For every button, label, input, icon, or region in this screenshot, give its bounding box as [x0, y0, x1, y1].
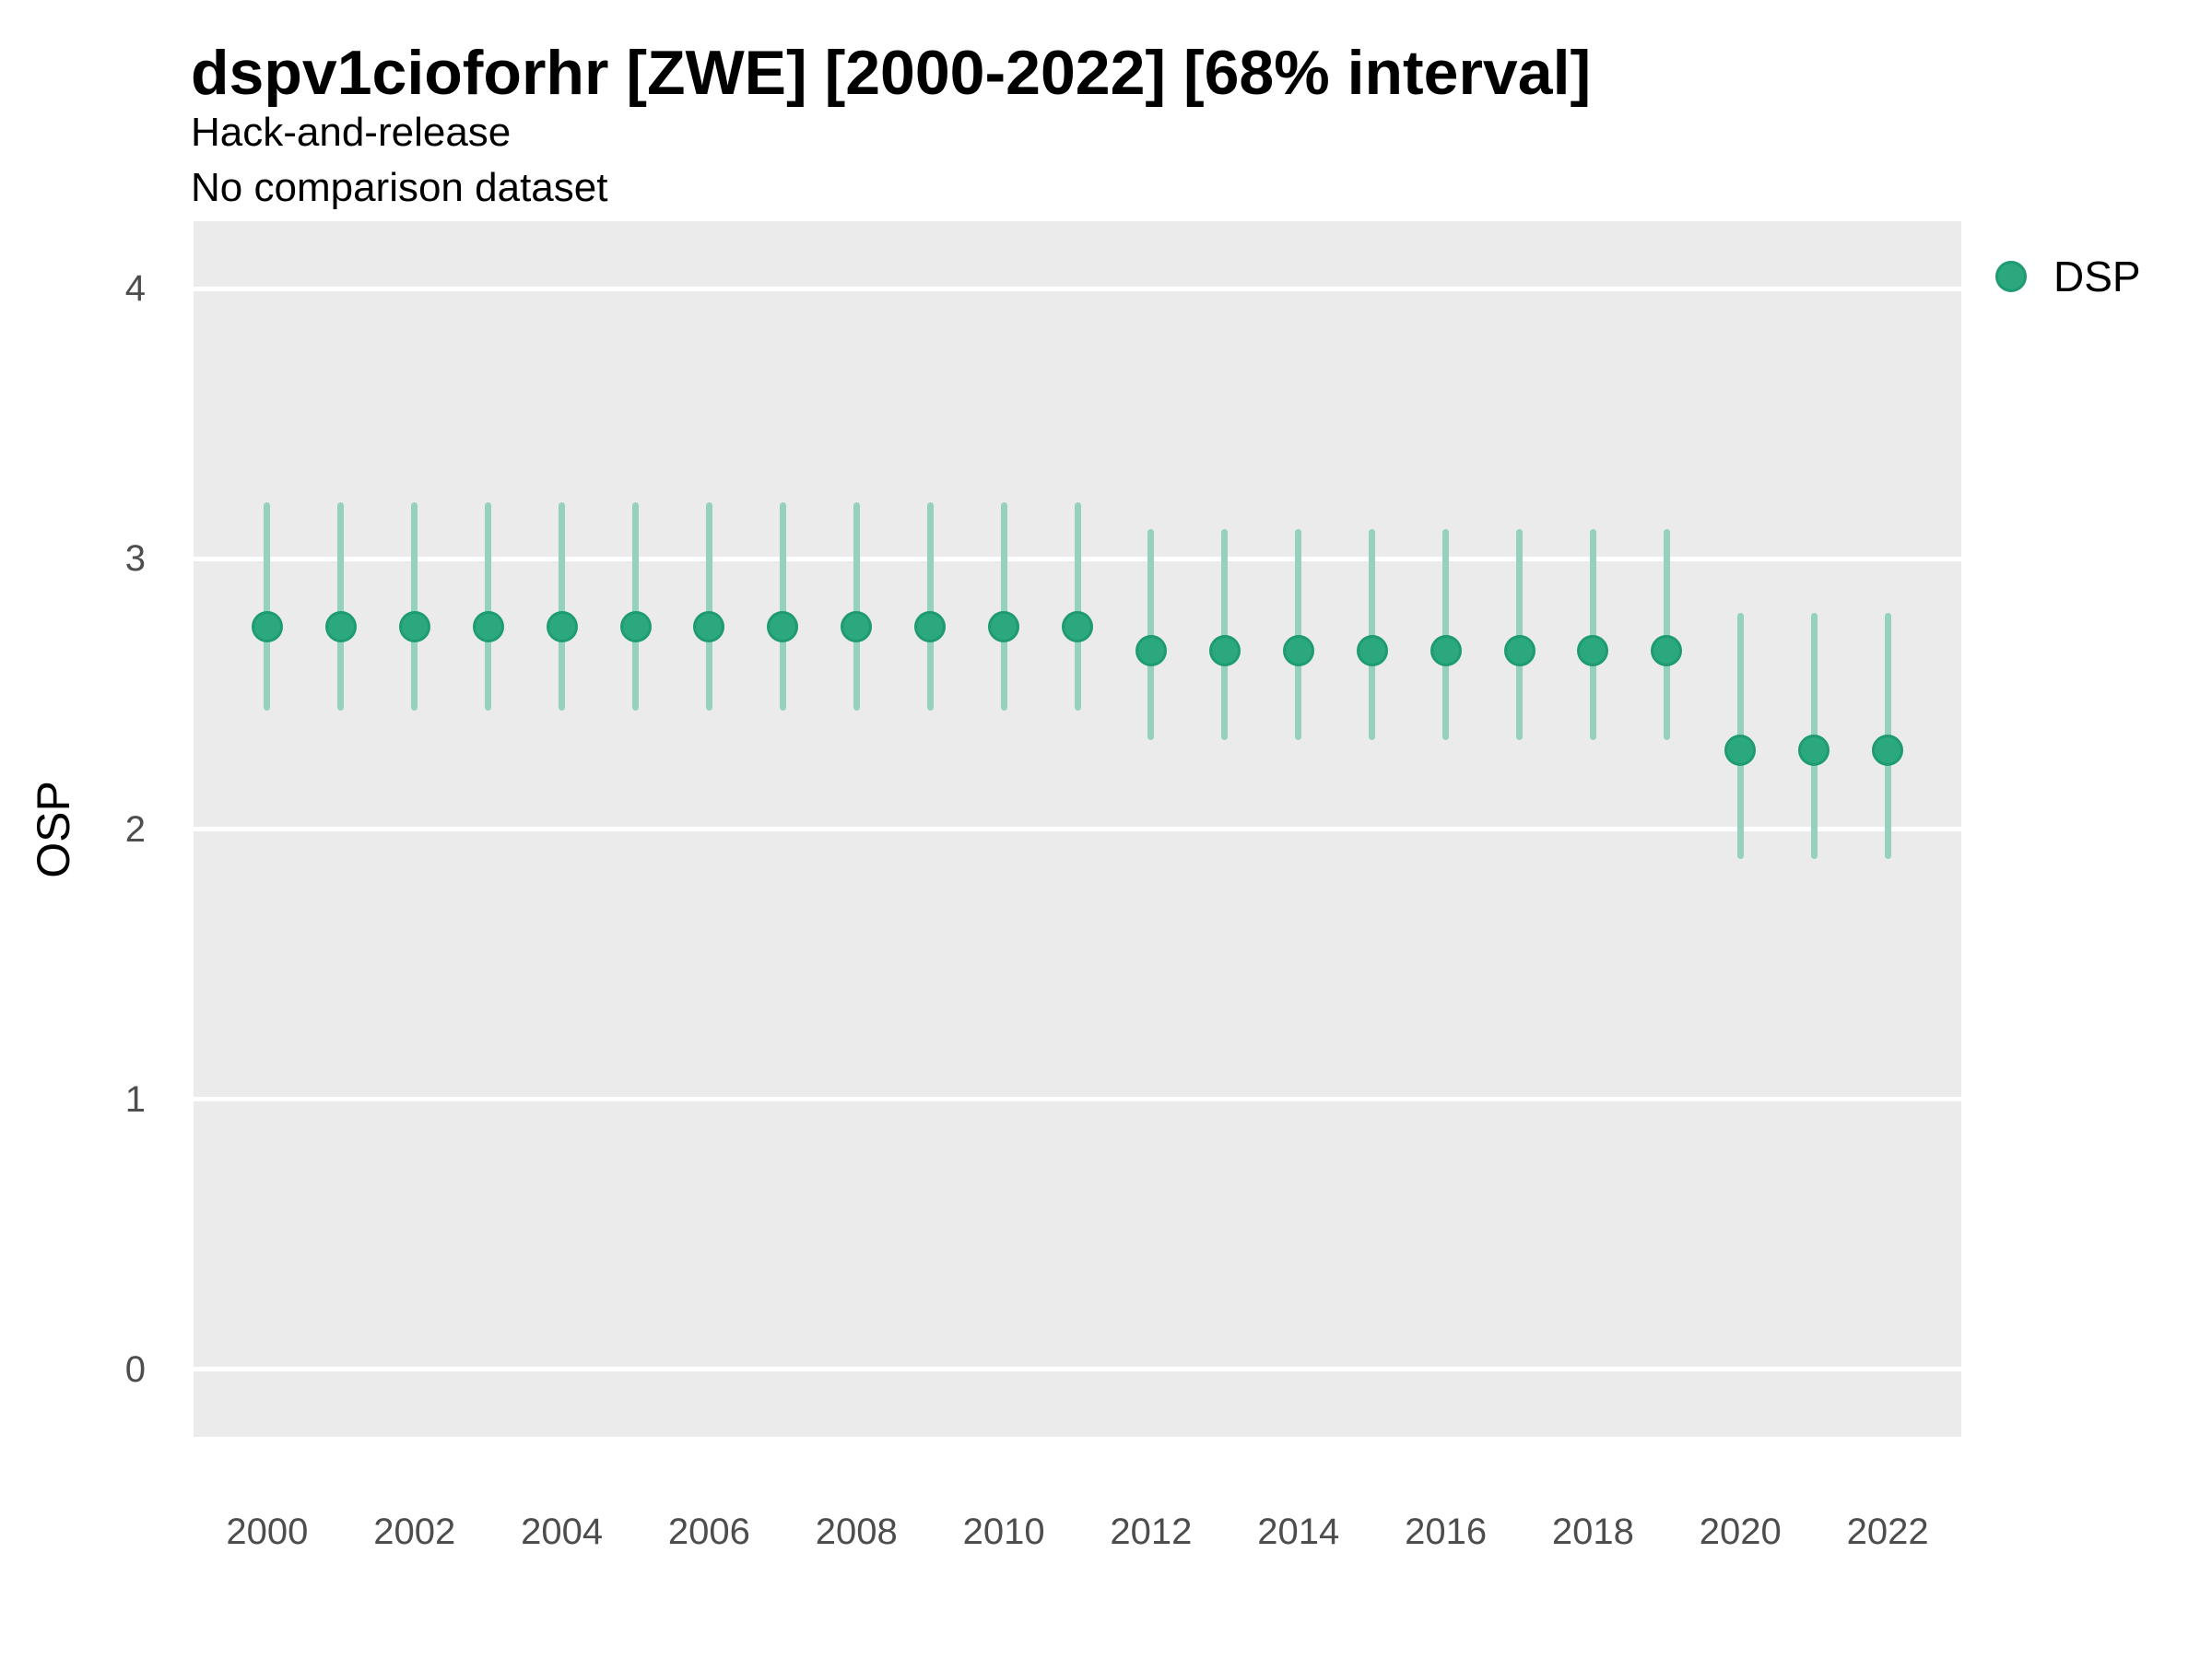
chart-subtitle-line2: No comparison dataset	[191, 165, 608, 210]
point-2008	[841, 610, 873, 642]
x-tick-label-2002: 2002	[373, 1512, 456, 1552]
interval-bar-2009	[926, 501, 934, 711]
legend-point-icon	[1995, 261, 2027, 292]
interval-bar-2006	[705, 501, 712, 711]
y-tick-label-2: 2	[124, 808, 146, 850]
y-tick-label-3: 3	[124, 538, 146, 580]
interval-bar-2008	[853, 501, 860, 711]
interval-bar-2011	[1074, 501, 1081, 711]
interval-bar-2016	[1442, 529, 1450, 740]
interval-bar-2004	[559, 501, 566, 711]
point-2007	[767, 610, 799, 642]
point-2012	[1135, 635, 1167, 667]
interval-bar-2000	[264, 501, 271, 711]
y-tick-label-1: 1	[124, 1078, 146, 1120]
interval-bar-2013	[1221, 529, 1229, 740]
point-2010	[988, 610, 1020, 642]
interval-bar-2001	[337, 501, 345, 711]
point-2001	[324, 610, 357, 642]
gridline-y-4	[194, 286, 1961, 291]
x-tick-label-2008: 2008	[815, 1512, 898, 1552]
point-2004	[546, 610, 578, 642]
point-2011	[1062, 610, 1093, 642]
x-tick-label-2020: 2020	[1699, 1512, 1782, 1552]
gridline-y-2	[194, 827, 1961, 831]
interval-bar-2015	[1369, 529, 1376, 740]
point-2015	[1356, 635, 1388, 667]
x-tick-label-2000: 2000	[226, 1512, 309, 1552]
interval-bar-2003	[485, 501, 492, 711]
interval-bar-2019	[1663, 529, 1670, 740]
point-2006	[693, 610, 725, 642]
x-tick-label-2016: 2016	[1405, 1512, 1488, 1552]
x-tick-label-2014: 2014	[1257, 1512, 1340, 1552]
interval-bar-2010	[1000, 501, 1007, 711]
gridline-y-0	[194, 1367, 1961, 1372]
point-2020	[1724, 735, 1757, 767]
legend-label-dsp: DSP	[2053, 253, 2141, 300]
x-tick-label-2006: 2006	[667, 1512, 750, 1552]
interval-bar-2005	[632, 501, 639, 711]
interval-bar-2007	[779, 501, 786, 711]
point-2022	[1872, 735, 1904, 767]
point-2003	[472, 610, 504, 642]
interval-bar-2018	[1589, 529, 1596, 740]
x-tick-label-2010: 2010	[962, 1512, 1045, 1552]
chart-title: dspv1cioforhr [ZWE] [2000-2022] [68% int…	[191, 38, 1592, 108]
chart-subtitle-line1: Hack-and-release	[191, 110, 512, 155]
y-tick-label-4: 4	[124, 268, 146, 310]
point-2000	[251, 610, 283, 642]
point-2017	[1503, 635, 1535, 667]
interval-bar-2012	[1147, 529, 1155, 740]
interval-bar-2002	[411, 501, 418, 711]
x-tick-label-2018: 2018	[1551, 1512, 1634, 1552]
legend: DSP	[1991, 249, 2203, 304]
point-2005	[619, 610, 652, 642]
plot-panel	[194, 221, 1961, 1437]
x-tick-label-2012: 2012	[1110, 1512, 1193, 1552]
point-2019	[1651, 635, 1683, 667]
interval-bar-2017	[1516, 529, 1523, 740]
x-tick-label-2004: 2004	[521, 1512, 604, 1552]
gridline-y-1	[194, 1097, 1961, 1102]
x-tick-label-2022: 2022	[1846, 1512, 1929, 1552]
point-2009	[914, 610, 947, 642]
y-axis-title: OSP	[28, 781, 79, 878]
point-2018	[1577, 635, 1609, 667]
point-2021	[1798, 735, 1830, 767]
point-2013	[1208, 635, 1241, 667]
y-tick-label-0: 0	[124, 1348, 146, 1390]
point-2016	[1430, 635, 1462, 667]
point-2002	[398, 610, 430, 642]
point-2014	[1282, 635, 1314, 667]
interval-bar-2014	[1295, 529, 1302, 740]
